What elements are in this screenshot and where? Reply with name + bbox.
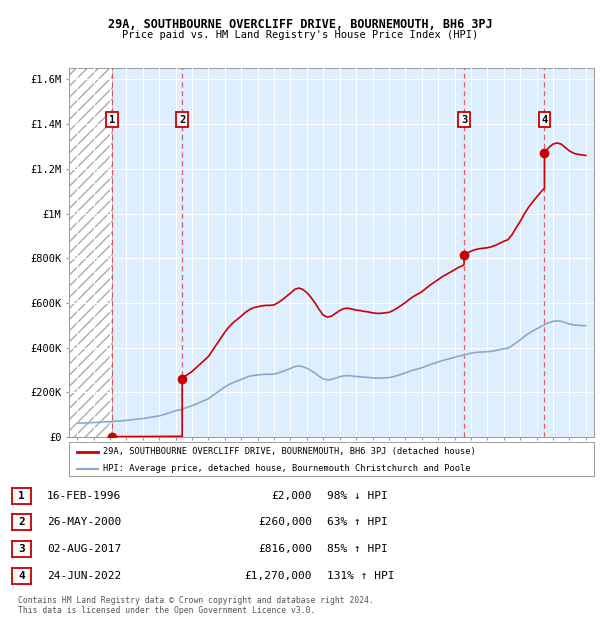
Text: 1: 1 xyxy=(18,490,25,501)
Text: 24-JUN-2022: 24-JUN-2022 xyxy=(47,570,121,581)
Text: £816,000: £816,000 xyxy=(258,544,312,554)
Text: 85% ↑ HPI: 85% ↑ HPI xyxy=(327,544,388,554)
Text: 29A, SOUTHBOURNE OVERCLIFF DRIVE, BOURNEMOUTH, BH6 3PJ (detached house): 29A, SOUTHBOURNE OVERCLIFF DRIVE, BOURNE… xyxy=(103,447,476,456)
Text: 29A, SOUTHBOURNE OVERCLIFF DRIVE, BOURNEMOUTH, BH6 3PJ: 29A, SOUTHBOURNE OVERCLIFF DRIVE, BOURNE… xyxy=(107,19,493,31)
Text: 1: 1 xyxy=(109,115,115,125)
Text: 4: 4 xyxy=(18,570,25,581)
Text: 98% ↓ HPI: 98% ↓ HPI xyxy=(327,490,388,501)
Text: 3: 3 xyxy=(461,115,467,125)
Text: 26-MAY-2000: 26-MAY-2000 xyxy=(47,517,121,528)
Text: 2: 2 xyxy=(179,115,185,125)
Bar xyxy=(69,68,112,437)
Text: 2: 2 xyxy=(18,517,25,528)
Text: £1,270,000: £1,270,000 xyxy=(245,570,312,581)
Text: HPI: Average price, detached house, Bournemouth Christchurch and Poole: HPI: Average price, detached house, Bour… xyxy=(103,464,470,473)
Text: 4: 4 xyxy=(541,115,548,125)
Text: Contains HM Land Registry data © Crown copyright and database right 2024.
This d: Contains HM Land Registry data © Crown c… xyxy=(18,596,374,615)
Text: 63% ↑ HPI: 63% ↑ HPI xyxy=(327,517,388,528)
Text: 3: 3 xyxy=(18,544,25,554)
Text: Price paid vs. HM Land Registry's House Price Index (HPI): Price paid vs. HM Land Registry's House … xyxy=(122,30,478,40)
Text: 16-FEB-1996: 16-FEB-1996 xyxy=(47,490,121,501)
Text: £260,000: £260,000 xyxy=(258,517,312,528)
Text: £2,000: £2,000 xyxy=(271,490,312,501)
Text: 02-AUG-2017: 02-AUG-2017 xyxy=(47,544,121,554)
Text: 131% ↑ HPI: 131% ↑ HPI xyxy=(327,570,395,581)
